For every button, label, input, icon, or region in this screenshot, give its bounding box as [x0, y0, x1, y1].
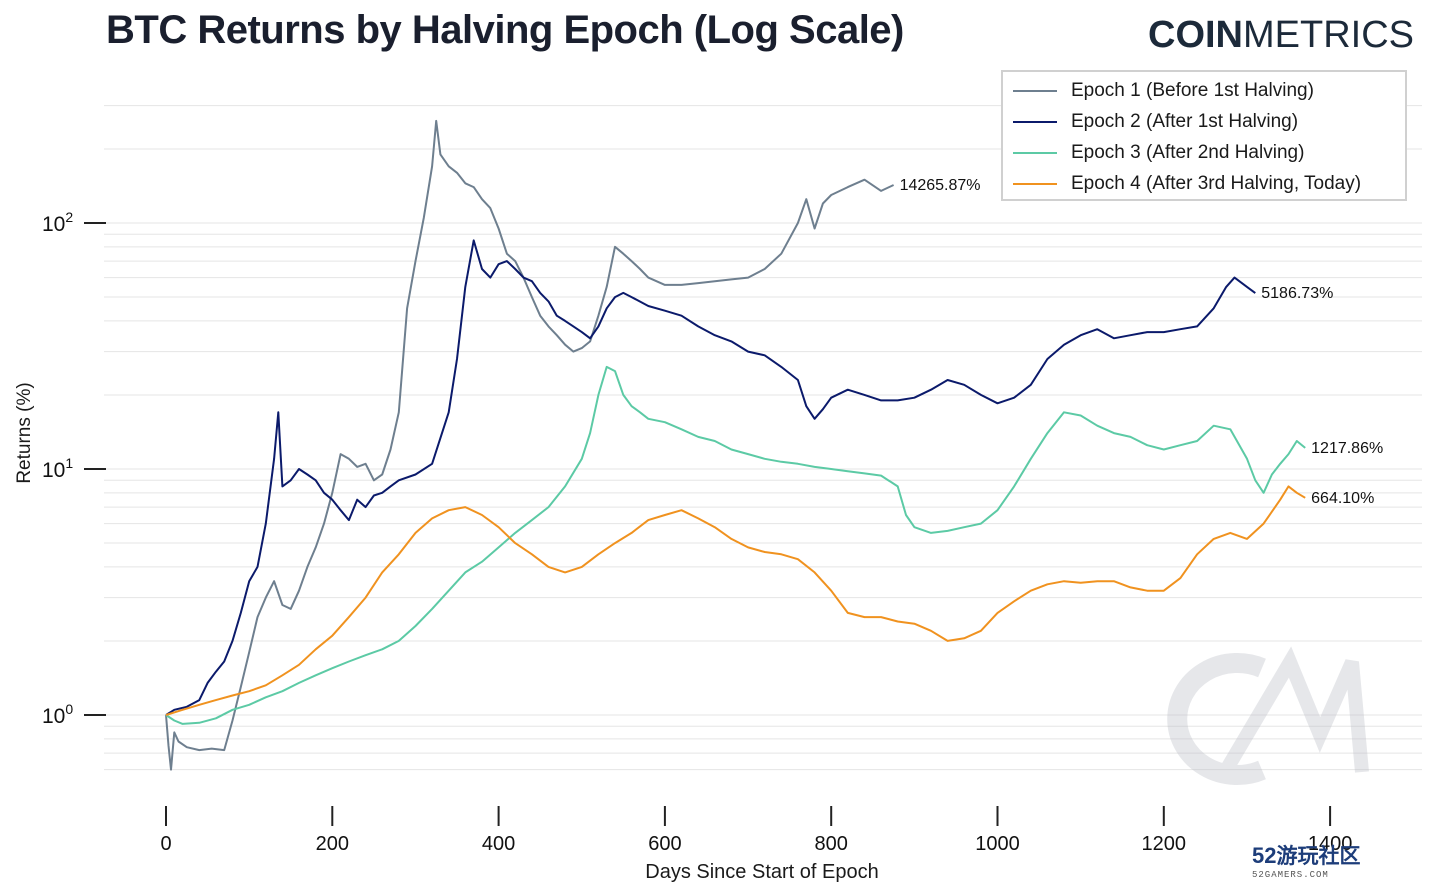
end-label-epoch2: 5186.73%	[1261, 285, 1333, 302]
legend-item-epoch3: Epoch 3 (After 2nd Halving)	[1003, 140, 1405, 166]
x-tick-label: 1400	[1308, 833, 1353, 855]
legend-swatch	[1013, 121, 1057, 123]
series-line-epoch3	[165, 365, 1306, 725]
x-axis-label: Days Since Start of Epoch	[645, 861, 878, 883]
legend-item-epoch4: Epoch 4 (After 3rd Halving, Today)	[1003, 171, 1405, 197]
series-line-epoch4	[165, 485, 1306, 716]
watermark-title: 52游玩社区	[1252, 840, 1360, 870]
watermark-text: 游玩社区	[1276, 844, 1361, 868]
coinmetrics-logo: COINMETRICS	[1148, 14, 1414, 57]
y-tick-label: 100	[42, 701, 73, 728]
watermark-number: 52	[1252, 843, 1277, 868]
legend: Epoch 1 (Before 1st Halving) Epoch 2 (Af…	[1001, 70, 1407, 201]
logo-light-text: METRICS	[1243, 14, 1414, 56]
legend-label: Epoch 3 (After 2nd Halving)	[1071, 142, 1305, 163]
axes	[84, 222, 1332, 826]
series-lines	[165, 119, 1306, 771]
legend-label: Epoch 4 (After 3rd Halving, Today)	[1071, 173, 1362, 194]
end-label-epoch3: 1217.86%	[1311, 440, 1383, 457]
end-label-epoch4: 664.10%	[1311, 490, 1374, 507]
tick-labels: 100 101 102 0 200 400 600 800 1000 1200 1400	[42, 209, 1352, 855]
series-line-epoch1	[165, 119, 895, 771]
legend-label: Epoch 1 (Before 1st Halving)	[1071, 80, 1314, 101]
legend-swatch	[1013, 183, 1057, 185]
watermark-url: 52GAMERS.COM	[1252, 870, 1329, 880]
end-label-epoch1: 14265.87%	[900, 177, 981, 194]
x-tick-label: 1000	[975, 833, 1020, 855]
x-tick-label: 600	[648, 833, 681, 855]
legend-swatch	[1013, 152, 1057, 154]
x-tick-label: 200	[316, 833, 349, 855]
logo-bold-text: COIN	[1148, 14, 1243, 56]
y-tick-label: 101	[42, 455, 73, 482]
y-tick-label: 102	[42, 209, 73, 236]
x-tick-label: 800	[815, 833, 848, 855]
cm-watermark-icon	[1167, 646, 1369, 785]
x-tick-label: 400	[482, 833, 515, 855]
y-axis-label: Returns (%)	[14, 382, 35, 483]
x-tick-label: 0	[160, 833, 171, 855]
legend-item-epoch2: Epoch 2 (After 1st Halving)	[1003, 109, 1405, 135]
x-tick-label: 1200	[1142, 833, 1187, 855]
end-labels: 14265.87% 5186.73% 1217.86% 664.10%	[900, 177, 1384, 507]
site-watermark: 52游玩社区 52GAMERS.COM	[1252, 840, 1360, 880]
legend-item-epoch1: Epoch 1 (Before 1st Halving)	[1003, 78, 1405, 104]
legend-swatch	[1013, 90, 1057, 92]
chart-title: BTC Returns by Halving Epoch (Log Scale)	[106, 8, 904, 52]
series-line-epoch2	[165, 239, 1256, 716]
legend-label: Epoch 2 (After 1st Halving)	[1071, 111, 1299, 132]
gridlines	[104, 105, 1422, 771]
